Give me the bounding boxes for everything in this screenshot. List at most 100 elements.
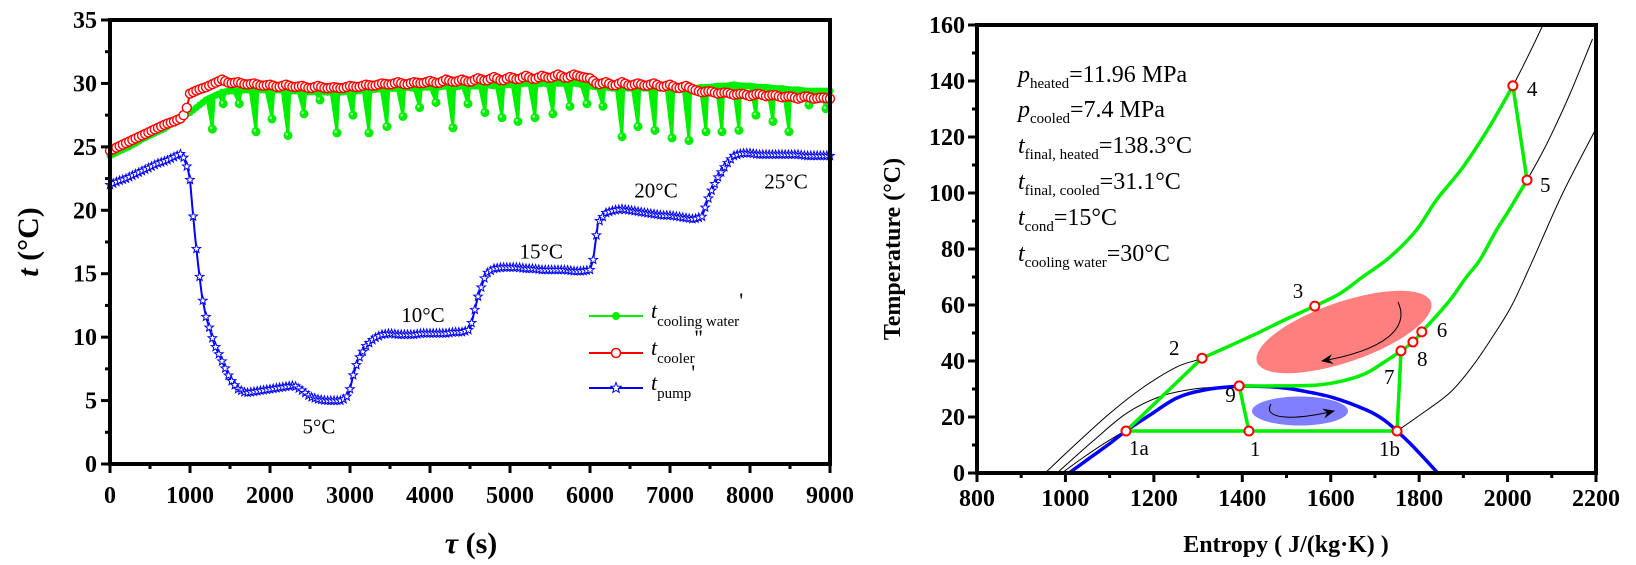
marker-highlight [209, 126, 213, 130]
marker-highlight [417, 105, 420, 108]
info-line-p-heated: pheated=11.96 MPa [1016, 62, 1187, 92]
pump-marker [219, 362, 231, 374]
cooling-water-dip-marker [267, 114, 277, 124]
legend-item-cooler: tcooler'' [589, 325, 703, 367]
y-tick-label: 5 [85, 389, 97, 415]
marker-highlight [515, 118, 519, 122]
marker-highlight [550, 111, 554, 114]
cooling-direction-arrow [1268, 403, 1335, 419]
left-y-axis-symbol: t [12, 267, 45, 277]
cooler-marker [181, 102, 193, 113]
legend-subscript: cooling water [657, 314, 739, 330]
y-tick-label: 100 [929, 181, 965, 207]
info-subscript: cond [1025, 219, 1055, 235]
info-subscript: heated [1030, 76, 1070, 92]
legend-label-pump: tpump' [651, 360, 695, 402]
x-tick-label: 1600 [1307, 486, 1355, 512]
marker-highlight [236, 101, 240, 104]
x-tick-label: 800 [959, 486, 995, 512]
marker-highlight [736, 127, 740, 131]
cooling-water-dip-marker [480, 108, 490, 118]
heating-region-ellipse [1256, 290, 1432, 374]
y-tick-label: 20 [941, 405, 965, 431]
setpoint-annotation: 5°C [303, 415, 336, 439]
x-tick-label: 1000 [166, 483, 214, 509]
info-symbol: t [1018, 133, 1026, 159]
cooling-water-dip-marker [207, 124, 217, 134]
pump-marker [587, 253, 599, 265]
marker-highlight [253, 129, 257, 132]
state-point-5 [1521, 174, 1533, 186]
info-symbol: t [1018, 205, 1026, 231]
cooling-water-dip-spike [445, 86, 457, 129]
marker-highlight [465, 101, 469, 104]
legend-subscript: pump [657, 386, 691, 402]
legend-subscript: cooler [657, 351, 694, 367]
x-tick-label: 1800 [1395, 486, 1443, 512]
pump-marker [341, 390, 353, 402]
info-symbol: p [1016, 97, 1030, 123]
state-point-label-1: 1 [1250, 437, 1261, 461]
cooling-water-dip-marker [497, 113, 507, 123]
cooling-water-dip-spike [329, 92, 341, 134]
marker-highlight [770, 118, 774, 122]
cooling-water-dip-marker [218, 99, 228, 109]
cooling-water-dip-marker [513, 116, 523, 126]
state-point-1 [1243, 425, 1255, 437]
y-tick-label: 0 [85, 452, 97, 478]
setpoint-annotation: 10°C [401, 303, 444, 327]
cooling-water-dip-marker [448, 123, 458, 133]
info-value: =138.3°C [1099, 133, 1192, 159]
marker-highlight [350, 112, 354, 116]
cooling-water-dip-marker [684, 136, 694, 146]
left-x-axis-symbol: τ [445, 527, 460, 560]
info-value: =7.4 MPa [1070, 97, 1165, 123]
cooling-water-dip-marker [701, 127, 711, 137]
state-point-label-5: 5 [1540, 173, 1551, 197]
x-tick-label: 2000 [246, 483, 294, 509]
pump-marker [203, 321, 215, 333]
pump-marker [193, 270, 206, 282]
cooling-water-dip-marker [548, 109, 558, 119]
y-tick-label: 0 [953, 461, 965, 487]
pump-marker [465, 316, 478, 328]
cooling-water-dip-marker [415, 103, 425, 113]
cooling-water-dip-marker [667, 133, 677, 143]
cooling-water-dip-marker [315, 95, 325, 105]
legend-marker-filled-circle [612, 312, 620, 320]
marker-highlight [686, 138, 690, 141]
info-line-t-final-heated: tfinal, heated=138.3°C [1018, 133, 1192, 163]
marker-highlight [600, 103, 604, 107]
info-subscript: cooled [1030, 111, 1070, 127]
legend-label-cooler: tcooler'' [651, 325, 703, 367]
legend-superscript: ' [691, 360, 695, 385]
cycle-segment-4-5 [1511, 85, 1529, 181]
setpoint-annotation: 15°C [519, 239, 562, 263]
x-tick-label: 3000 [326, 483, 374, 509]
time-history-chart: 5°C 10°C 15°C 20°C 25°C 0 1000 2000 3000 4000 500… [12, 8, 854, 560]
cooling-water-dip-marker [617, 132, 627, 142]
marker-highlight [806, 102, 810, 106]
pump-marker [206, 332, 219, 343]
x-tick-label: 5000 [486, 483, 534, 509]
pump-marker [475, 281, 487, 293]
right-axes-frame [975, 23, 1598, 475]
cooling-water-dip-marker [251, 127, 261, 137]
state-point-1a [1120, 425, 1132, 437]
marker-highlight [366, 130, 370, 134]
x-tick-label: 1000 [1041, 486, 1089, 512]
cooling-water-dip-marker [530, 113, 540, 123]
marker-highlight [384, 124, 388, 127]
x-tick-label: 4000 [406, 483, 454, 509]
y-tick-label: 35 [73, 8, 97, 34]
legend-marker-open-circle [610, 347, 622, 359]
marker-highlight [652, 127, 656, 131]
state-point-3 [1309, 300, 1321, 312]
marker-highlight [220, 101, 224, 104]
cooling-water-dip-marker [650, 125, 660, 135]
cooling-water-dip-marker [784, 127, 794, 137]
info-symbol: t [1018, 241, 1026, 267]
x-tick-label: 1200 [1130, 486, 1178, 512]
state-point-1b [1391, 425, 1403, 437]
marker-highlight [317, 97, 321, 101]
